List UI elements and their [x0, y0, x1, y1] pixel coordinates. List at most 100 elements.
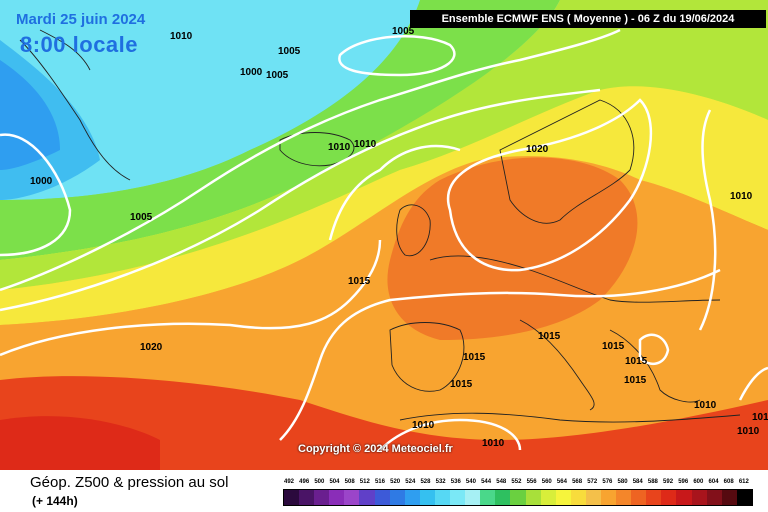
isobar-label: 1010	[752, 412, 768, 423]
color-scale-label: 588	[647, 479, 658, 485]
color-scale-label: 592	[663, 479, 674, 485]
color-scale-label: 568	[572, 479, 583, 485]
color-scale-swatch	[359, 490, 375, 505]
color-scale-label: 580	[617, 479, 628, 485]
color-scale-swatch	[510, 490, 526, 505]
color-scale-swatch	[314, 490, 330, 505]
color-scale-bar	[283, 489, 753, 506]
color-scale-label: 524	[405, 479, 416, 485]
isobar-label: 1015	[624, 375, 647, 386]
isobar-label: 1010	[412, 420, 435, 431]
cold-airmass-region	[0, 0, 420, 200]
color-scale-label: 496	[299, 479, 310, 485]
green-band	[0, 0, 560, 260]
color-scale-swatch	[329, 490, 345, 505]
color-scale-label: 520	[390, 479, 401, 485]
color-scale-swatch	[631, 490, 647, 505]
color-scale-label: 576	[602, 479, 613, 485]
color-scale-swatch	[465, 490, 481, 505]
isobar-label: 1000	[240, 67, 263, 78]
color-scale-label: 600	[693, 479, 704, 485]
isobar-1020-atlantic	[0, 239, 382, 357]
color-scale-swatch	[404, 490, 420, 505]
europe-north-coast	[429, 255, 721, 303]
isobar-label: 1005	[266, 70, 289, 81]
color-scale-label: 604	[708, 479, 719, 485]
color-scale-label: 556	[526, 479, 537, 485]
color-scale-swatch	[616, 490, 632, 505]
map-canvas: 1010 1005 1005 1000 1005 1010 1010 1000 …	[0, 0, 768, 470]
isobar-label: 1010	[170, 31, 193, 42]
forecast-lead-time: (+ 144h)	[32, 494, 78, 508]
legend-footer: Géop. Z500 & pression au sol (+ 144h) 49…	[0, 470, 768, 512]
color-scale-label: 612	[738, 479, 749, 485]
color-scale-label: 564	[556, 479, 567, 485]
color-scale-labels: 492 496 500 504 508 512 516 520 524 528 532 536 540 5…	[283, 479, 753, 489]
isobar-label: 1010	[328, 142, 351, 153]
isobar-label: 1010	[694, 400, 717, 411]
isobar-1005-iceland-low	[338, 35, 456, 77]
isobar-1010-turkey	[738, 366, 768, 401]
color-scale-label: 500	[314, 479, 325, 485]
color-scale-label: 552	[511, 479, 522, 485]
color-scale-swatch	[434, 490, 451, 505]
forecast-date: Mardi 25 juin 2024	[16, 11, 146, 28]
color-scale-label: 508	[344, 479, 355, 485]
italy-coast	[519, 319, 595, 411]
color-scale-swatch	[736, 490, 752, 505]
isobar-label: 1010	[482, 438, 505, 449]
atlantic-warm-core	[0, 416, 160, 470]
color-scale-label: 540	[465, 479, 476, 485]
isobar-label: 1020	[526, 144, 549, 155]
color-scale-label: 512	[359, 479, 370, 485]
isobar-1015-balkans	[638, 333, 670, 366]
british-isles-coast	[396, 204, 431, 257]
balkans-coast	[609, 329, 701, 403]
color-scale-label: 516	[374, 479, 385, 485]
coastlines	[19, 29, 741, 423]
color-scale-swatch	[450, 490, 466, 505]
chart-parameter-title: Géop. Z500 & pression au sol	[30, 474, 229, 491]
color-scale-label: 572	[587, 479, 598, 485]
color-scale-swatch	[661, 490, 677, 505]
isobar-label: 1015	[463, 352, 486, 363]
color-scale-swatch	[374, 490, 390, 505]
isobar-1015-south	[279, 268, 721, 441]
color-scale-swatch	[646, 490, 662, 505]
color-scale-swatch	[555, 490, 571, 505]
isobar-label: 1015	[348, 276, 371, 287]
color-scale-swatch	[525, 490, 541, 505]
isobar-labels: 1010 1005 1005 1000 1005 1010 1010 1000 …	[30, 26, 768, 449]
isobar-label: 1005	[392, 26, 415, 37]
yellow-green-band	[0, 0, 768, 290]
color-scale-label: 528	[420, 479, 431, 485]
color-scale-swatch	[480, 490, 496, 505]
color-scale-swatch	[299, 490, 315, 505]
isobar-label: 1015	[538, 331, 561, 342]
weather-map: 1010 1005 1005 1000 1005 1010 1010 1000 …	[0, 0, 768, 470]
color-scale-label: 544	[481, 479, 492, 485]
color-scale-label: 548	[496, 479, 507, 485]
coldest-core	[0, 60, 60, 170]
forecast-time: 8:00 locale	[20, 32, 139, 57]
color-scale-label: 504	[329, 479, 340, 485]
color-scale-label: 532	[435, 479, 446, 485]
iceland-coast	[279, 132, 355, 167]
isobar-label: 1020	[140, 342, 163, 353]
isobar-1010	[0, 28, 621, 292]
isobar-label: 1015	[602, 341, 625, 352]
color-scale-label: 560	[541, 479, 552, 485]
color-scale-label: 584	[632, 479, 643, 485]
isobar-label: 1000	[30, 176, 53, 187]
isobar-1020-high	[446, 98, 653, 272]
isobar-label: 1005	[130, 212, 153, 223]
color-scale-swatch	[721, 490, 737, 505]
scandinavia-coast	[499, 99, 635, 224]
isobar-label: 1010	[737, 426, 760, 437]
color-scale-swatch	[284, 490, 300, 505]
color-scale-swatch	[495, 490, 511, 505]
isobar-1010-east	[698, 109, 717, 331]
isobar-label: 1015	[450, 379, 473, 390]
model-run-banner: Ensemble ECMWF ENS ( Moyenne ) - 06 Z du…	[410, 10, 766, 28]
iberia-coast	[389, 322, 465, 392]
